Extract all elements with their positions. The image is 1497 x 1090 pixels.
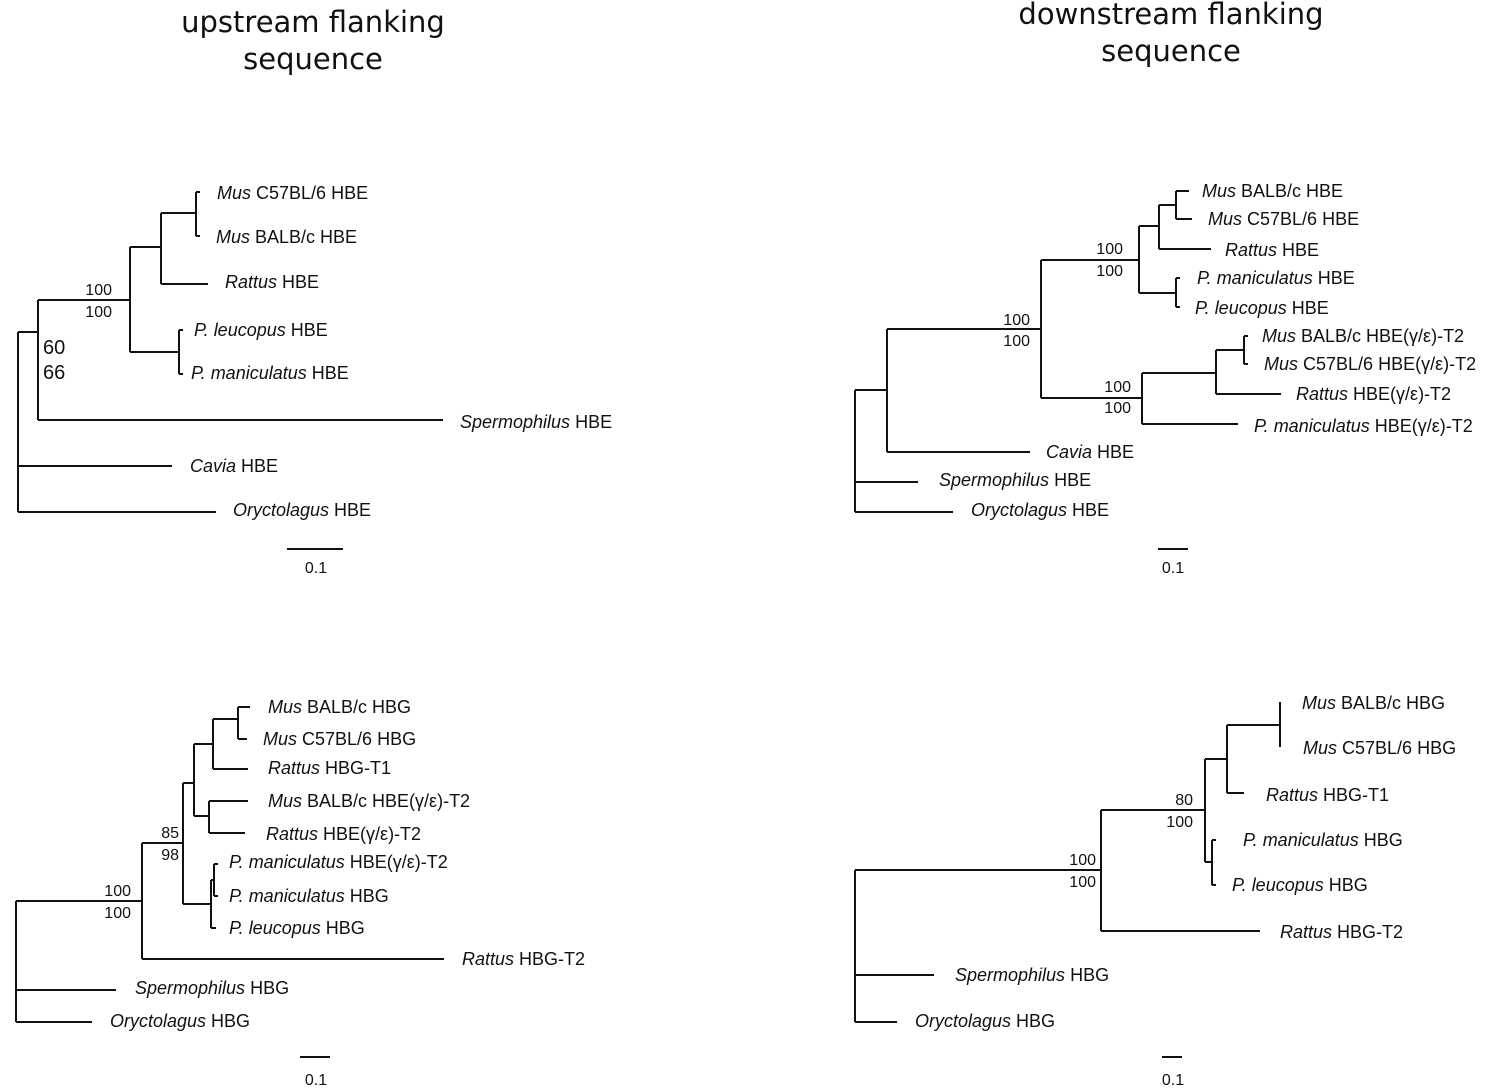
leaf-label: Rattus HBG-T2 bbox=[462, 949, 585, 969]
leaf-label: Mus C57BL/6 HBE bbox=[1208, 209, 1359, 229]
leaf-label: P. maniculatus HBE(γ/ε)-T2 bbox=[1254, 416, 1473, 436]
support-value: 100 bbox=[1069, 852, 1096, 869]
leaf-label: P. leucopus HBG bbox=[229, 918, 365, 938]
leaf-label: P. maniculatus HBG bbox=[229, 886, 389, 906]
leaf-label: Spermophilus HBE bbox=[460, 412, 612, 432]
tree-downstream-hbg: Mus BALB/c HBG Mus C57BL/6 HBG Rattus HB… bbox=[854, 693, 1456, 1089]
leaf-label: P. leucopus HBE bbox=[194, 320, 328, 340]
leaf-label: Rattus HBG-T2 bbox=[1280, 922, 1403, 942]
leaf-label: Spermophilus HBE bbox=[939, 470, 1091, 490]
support-value: 100 bbox=[1096, 263, 1123, 280]
leaf-label: Rattus HBE(γ/ε)-T2 bbox=[266, 824, 421, 844]
leaf-label: P. leucopus HBE bbox=[1195, 298, 1329, 318]
leaf-label: Mus BALB/c HBE(γ/ε)-T2 bbox=[268, 791, 470, 811]
support-value: 100 bbox=[1166, 814, 1193, 831]
leaf-label: Oryctolagus HBG bbox=[110, 1011, 250, 1031]
scale-bar-label: 0.1 bbox=[305, 1072, 327, 1089]
scale-bar-label: 0.1 bbox=[1162, 1072, 1184, 1089]
leaf-label: P. maniculatus HBE bbox=[1197, 268, 1355, 288]
leaf-label: P. maniculatus HBG bbox=[1243, 830, 1403, 850]
tree-downstream-hbe: Mus BALB/c HBE Mus C57BL/6 HBE Rattus HB… bbox=[854, 181, 1476, 577]
leaf-label: Cavia HBE bbox=[1046, 442, 1134, 462]
leaf-label: Rattus HBE bbox=[225, 272, 319, 292]
leaf-label: Rattus HBE bbox=[1225, 240, 1319, 260]
support-value: 100 bbox=[85, 282, 112, 299]
leaf-label: Oryctolagus HBE bbox=[233, 500, 371, 520]
support-value: 100 bbox=[1096, 241, 1123, 258]
leaf-label: Mus C57BL/6 HBE(γ/ε)-T2 bbox=[1264, 354, 1476, 374]
leaf-label: Spermophilus HBG bbox=[955, 965, 1109, 985]
support-value: 100 bbox=[1069, 874, 1096, 891]
leaf-label: Rattus HBG-T1 bbox=[1266, 785, 1389, 805]
support-value: 85 bbox=[161, 825, 179, 842]
leaf-label: P. maniculatus HBE bbox=[191, 363, 349, 383]
tree-branches bbox=[854, 702, 1281, 1023]
support-value: 100 bbox=[104, 883, 131, 900]
leaf-label: Oryctolagus HBE bbox=[971, 500, 1109, 520]
tree-branches bbox=[17, 191, 443, 513]
leaf-label: Mus BALB/c HBE bbox=[1202, 181, 1343, 201]
scale-bar-label: 0.1 bbox=[1162, 560, 1184, 577]
leaf-label: Rattus HBG-T1 bbox=[268, 758, 391, 778]
support-value: 100 bbox=[1104, 379, 1131, 396]
leaf-label: P. leucopus HBG bbox=[1232, 875, 1368, 895]
leaf-label: Mus C57BL/6 HBE bbox=[217, 183, 368, 203]
leaf-label: Spermophilus HBG bbox=[135, 978, 289, 998]
leaf-label: Mus C57BL/6 HBG bbox=[263, 729, 416, 749]
leaf-label: Mus BALB/c HBE bbox=[216, 227, 357, 247]
support-value: 98 bbox=[161, 847, 179, 864]
leaf-label: Mus BALB/c HBG bbox=[268, 697, 411, 717]
leaf-label: Mus BALB/c HBE(γ/ε)-T2 bbox=[1262, 326, 1464, 346]
leaf-label: P. maniculatus HBE(γ/ε)-T2 bbox=[229, 852, 448, 872]
support-value: 66 bbox=[43, 362, 65, 384]
leaf-label: Mus BALB/c HBG bbox=[1302, 693, 1445, 713]
leaf-label: Mus C57BL/6 HBG bbox=[1303, 738, 1456, 758]
support-value: 100 bbox=[85, 304, 112, 321]
downstream-heading: downstream flanking sequence bbox=[1018, 0, 1324, 68]
support-value: 100 bbox=[1003, 333, 1030, 350]
leaf-label: Oryctolagus HBG bbox=[915, 1011, 1055, 1031]
leaf-label: Cavia HBE bbox=[190, 456, 278, 476]
support-value: 100 bbox=[1003, 312, 1030, 329]
leaf-label: Rattus HBE(γ/ε)-T2 bbox=[1296, 384, 1451, 404]
tree-upstream-hbg: Mus BALB/c HBG Mus C57BL/6 HBG Rattus HB… bbox=[15, 697, 585, 1089]
support-value: 60 bbox=[43, 337, 65, 359]
tree-branches bbox=[15, 706, 444, 1023]
tree-branches bbox=[854, 190, 1281, 513]
support-value: 100 bbox=[104, 905, 131, 922]
upstream-heading: upstream flanking sequence bbox=[181, 5, 445, 76]
scale-bar-label: 0.1 bbox=[305, 560, 327, 577]
tree-upstream-hbe: Mus C57BL/6 HBE Mus BALB/c HBE Rattus HB… bbox=[17, 183, 612, 577]
support-value: 80 bbox=[1175, 792, 1193, 809]
support-value: 100 bbox=[1104, 400, 1131, 417]
